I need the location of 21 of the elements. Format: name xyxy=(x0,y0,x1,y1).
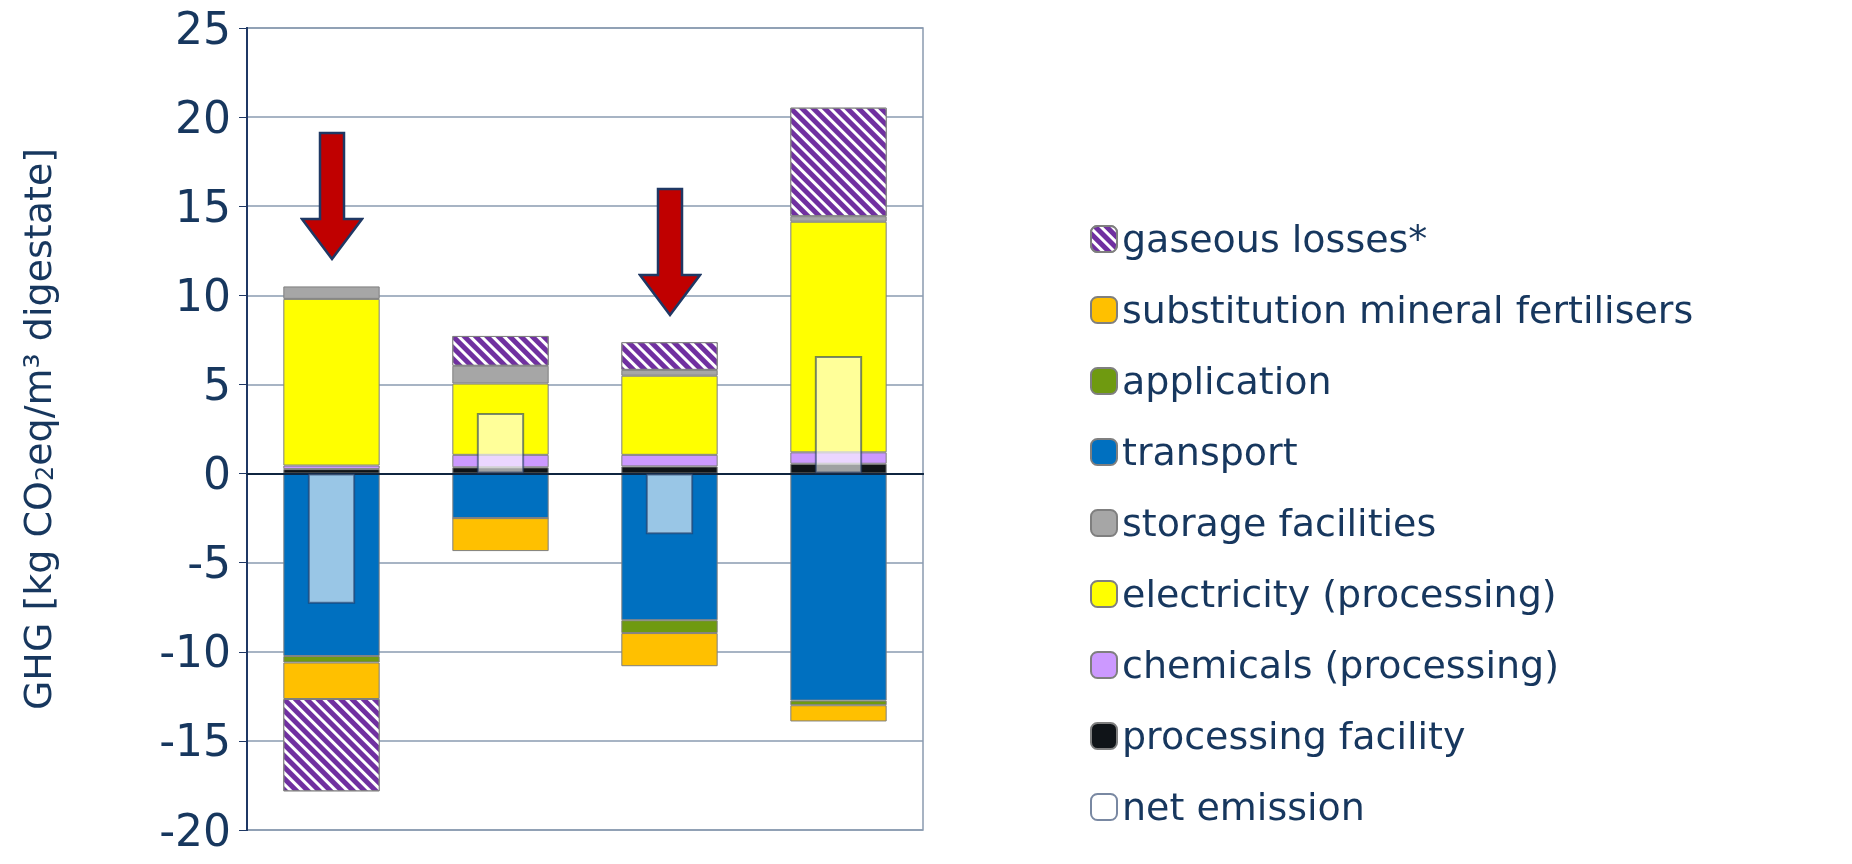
y-tick-label: -20 xyxy=(159,804,231,856)
y-tick-label: 15 xyxy=(175,180,231,232)
y-tick-label: -5 xyxy=(187,537,231,589)
legend-label: transport xyxy=(1122,430,1298,474)
legend-label: chemicals (processing) xyxy=(1122,643,1559,687)
y-tick-label: 25 xyxy=(175,2,231,54)
y-tick-label: -10 xyxy=(159,626,231,678)
legend-label: electricity (processing) xyxy=(1122,572,1557,616)
legend-label: application xyxy=(1122,359,1332,403)
y-axis-title: GHG [kg CO2eq/m³ digestate] xyxy=(16,147,60,711)
y-tick-label: 0 xyxy=(203,448,231,500)
legend-label: storage facilities xyxy=(1122,501,1437,545)
legend-label: substitution mineral fertilisers xyxy=(1122,288,1694,332)
y-tick-label: 20 xyxy=(175,91,231,143)
y-tick-label: -15 xyxy=(159,715,231,767)
y-tick-label: 10 xyxy=(175,269,231,321)
legend-label: processing facility xyxy=(1122,714,1466,758)
legend-label: gaseous losses* xyxy=(1122,217,1428,261)
bar xyxy=(283,469,380,474)
legend-label: net emission xyxy=(1122,785,1365,829)
y-tick-label: 5 xyxy=(203,358,231,410)
